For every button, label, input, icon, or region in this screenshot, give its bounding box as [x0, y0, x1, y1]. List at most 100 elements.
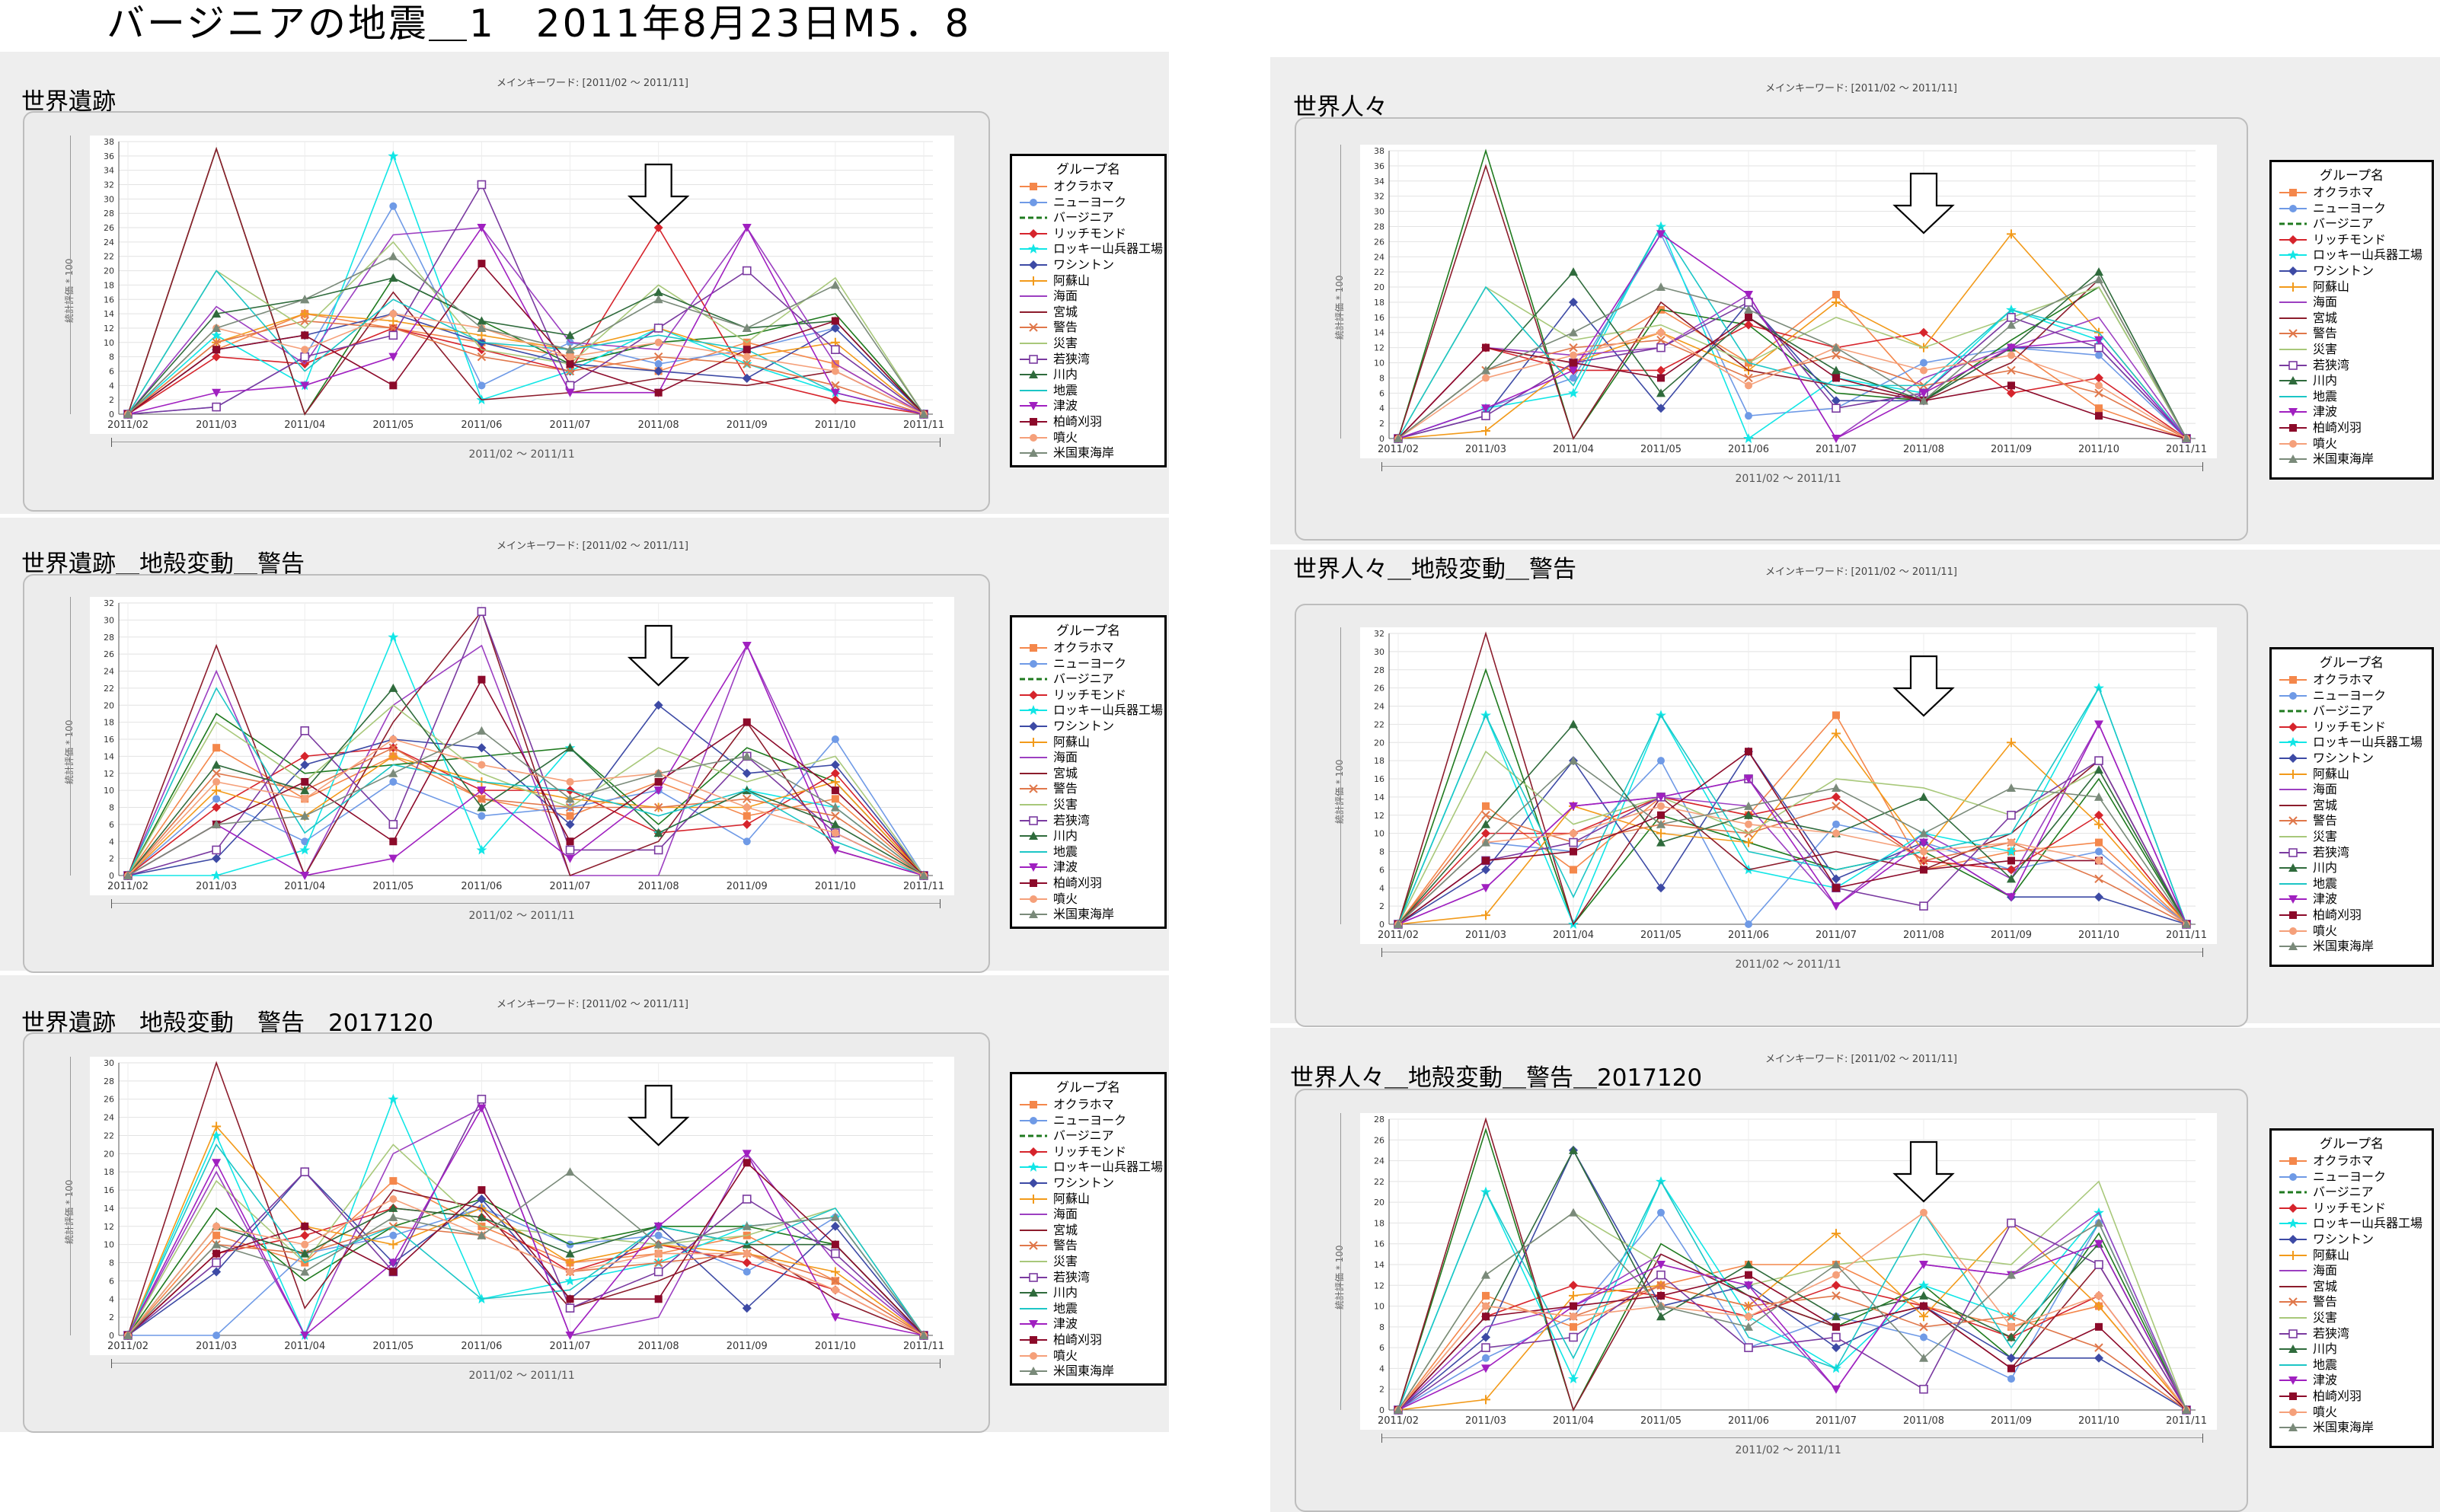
data-point — [1657, 757, 1665, 765]
y-tick-label: 20 — [1374, 738, 1384, 748]
legend-swatch — [2279, 1285, 2307, 1287]
legend-item: 若狭湾 — [2278, 1326, 2432, 1341]
legend-item: 川内 — [2278, 860, 2432, 876]
x-axis-caption: 2011/02 ～ 2011/11 — [468, 1370, 575, 1382]
legend-item: ニューヨーク — [1018, 656, 1164, 671]
data-point — [653, 352, 663, 362]
legend-swatch — [2279, 301, 2307, 304]
data-point — [301, 837, 309, 846]
legend-label: 柏崎刈羽 — [2313, 908, 2362, 922]
legend-swatch — [1020, 784, 1047, 794]
legend-swatch — [2279, 911, 2307, 919]
data-point — [477, 675, 486, 684]
legend-item: 噴火 — [1018, 430, 1164, 445]
data-point — [653, 845, 663, 855]
y-tick-label: 16 — [104, 1185, 114, 1195]
data-point — [742, 1303, 752, 1313]
legend-item: リッチモンド — [1018, 687, 1164, 703]
data-point — [212, 1332, 221, 1339]
legend-item: 災害 — [1018, 1254, 1164, 1269]
data-point — [654, 338, 663, 346]
data-point — [212, 1249, 221, 1258]
legend-swatch — [1020, 1336, 1047, 1344]
data-point — [1569, 837, 1578, 847]
legend-swatch — [1020, 910, 1047, 919]
y-tick-label: 0 — [109, 871, 114, 881]
data-point — [2007, 810, 2016, 820]
data-point — [2007, 1375, 2015, 1383]
data-point — [1657, 802, 1665, 810]
legend-item: ワシントン — [2278, 263, 2432, 279]
data-point — [1656, 343, 1666, 352]
x-tick-label: 2011/05 — [372, 1341, 414, 1352]
data-point — [477, 743, 487, 753]
legend-label: リッチモンド — [2313, 719, 2387, 734]
legend-label: 地震 — [1053, 844, 1078, 859]
legend-label: ロッキー山兵器工場 — [2313, 1216, 2423, 1231]
series-line — [127, 320, 925, 415]
legend-swatch — [1020, 354, 1047, 364]
y-tick-label: 18 — [1374, 1218, 1384, 1228]
series-line — [1397, 270, 2187, 439]
vertical-scrollbar — [70, 597, 78, 876]
data-point — [300, 760, 310, 770]
data-point — [743, 346, 751, 354]
legend-swatch — [1020, 1179, 1047, 1188]
legend-swatch — [2279, 1392, 2307, 1400]
y-tick-label: 26 — [1374, 1135, 1384, 1145]
page-title: バージニアの地震＿1 2011年8月23日M5．8 — [107, 2, 972, 46]
data-point — [477, 786, 487, 796]
data-point — [1919, 901, 1928, 911]
legend-item: 噴火 — [1018, 1348, 1164, 1364]
y-tick-label: 30 — [1374, 647, 1384, 657]
legend-swatch — [2279, 804, 2307, 806]
legend-swatch — [2279, 1297, 2307, 1307]
x-tick-label: 2011/10 — [815, 1341, 856, 1352]
x-tick-label: 2011/05 — [372, 881, 414, 892]
data-point — [301, 346, 309, 354]
data-point — [1656, 1261, 1666, 1269]
legend-item: ニューヨーク — [1018, 195, 1164, 210]
data-point — [1569, 756, 1578, 765]
legend-item: 川内 — [1018, 828, 1164, 844]
series-line — [127, 1171, 925, 1336]
data-point — [477, 761, 486, 769]
data-point — [1832, 1343, 1841, 1353]
x-tick-label: 2011/06 — [461, 419, 502, 431]
legend-item: オクラホマ — [1018, 640, 1164, 656]
x-tick-label: 2011/07 — [1816, 1415, 1857, 1427]
data-point — [1832, 350, 1841, 360]
legend-label: 地震 — [2313, 1357, 2338, 1372]
data-point — [1745, 820, 1752, 828]
data-point — [2007, 738, 2016, 748]
data-point — [2095, 381, 2103, 390]
chart-title: 世界人々＿地殻変動＿警告 — [1293, 556, 1576, 583]
event-arrow — [1892, 655, 1955, 717]
legend-item: 警告 — [2278, 1294, 2432, 1309]
data-point — [212, 338, 221, 347]
legend-label: 地震 — [1053, 382, 1078, 397]
data-point — [1656, 1312, 1666, 1321]
data-point — [1920, 1302, 1927, 1310]
data-point — [2182, 434, 2191, 442]
data-point — [743, 352, 751, 361]
legend-item: ロッキー山兵器工場 — [1018, 1160, 1164, 1175]
event-arrow — [1892, 1140, 1955, 1203]
y-tick-label: 12 — [1374, 811, 1384, 821]
data-point — [388, 820, 398, 829]
legend-swatch — [1020, 1134, 1047, 1137]
legend-label: バージニア — [2313, 703, 2374, 719]
legend-label: 米国東海岸 — [2313, 451, 2375, 467]
y-tick-label: 16 — [104, 295, 114, 305]
y-tick-label: 26 — [104, 223, 114, 233]
series-line — [1397, 751, 2187, 925]
data-point — [212, 744, 221, 752]
legend-swatch — [1020, 244, 1047, 254]
data-point — [830, 846, 840, 855]
legend-item: 柏崎刈羽 — [1018, 1332, 1164, 1348]
x-tick-label: 2011/09 — [1991, 930, 2032, 941]
legend-item: 警告 — [1018, 1238, 1164, 1253]
legend-label: 警告 — [2313, 326, 2338, 341]
plot-area: 0 2 4 6 8 10 12 14 16 18 20 22 24 26 28 30 32 2011/02 2011… — [90, 597, 954, 895]
data-point — [1657, 1291, 1665, 1300]
